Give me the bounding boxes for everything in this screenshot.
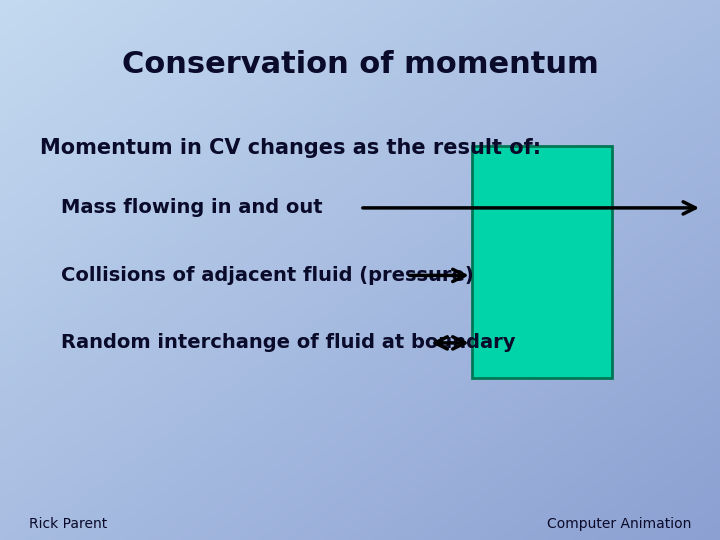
Text: Random interchange of fluid at boundary: Random interchange of fluid at boundary: [61, 333, 516, 353]
Text: Computer Animation: Computer Animation: [546, 517, 691, 531]
Text: Collisions of adjacent fluid (pressure): Collisions of adjacent fluid (pressure): [61, 266, 474, 285]
Text: Momentum in CV changes as the result of:: Momentum in CV changes as the result of:: [40, 138, 541, 159]
Text: Rick Parent: Rick Parent: [29, 517, 107, 531]
Bar: [472, 146, 612, 378]
Text: Mass flowing in and out: Mass flowing in and out: [61, 198, 323, 218]
Text: Conservation of momentum: Conservation of momentum: [122, 50, 598, 79]
